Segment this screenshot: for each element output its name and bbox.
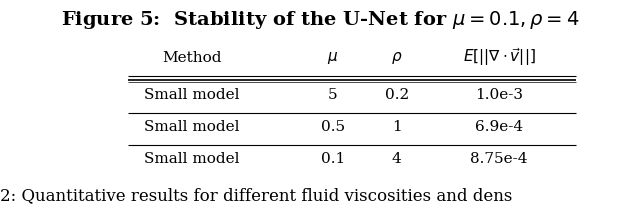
Text: 4: 4 bbox=[392, 152, 402, 166]
Text: 8.75e-4: 8.75e-4 bbox=[470, 152, 528, 166]
Text: 0.5: 0.5 bbox=[321, 120, 345, 134]
Text: 0.2: 0.2 bbox=[385, 88, 409, 102]
Text: 2: Quantitative results for different fluid viscosities and dens: 2: Quantitative results for different fl… bbox=[0, 187, 513, 204]
Text: Method: Method bbox=[163, 50, 221, 65]
Text: 5: 5 bbox=[328, 88, 338, 102]
Text: $E[||\nabla \cdot \vec{v}||]$: $E[||\nabla \cdot \vec{v}||]$ bbox=[463, 46, 536, 69]
Text: $\mu$: $\mu$ bbox=[327, 49, 339, 66]
Text: 1.0e-3: 1.0e-3 bbox=[476, 88, 524, 102]
Text: Small model: Small model bbox=[144, 120, 240, 134]
Text: Small model: Small model bbox=[144, 152, 240, 166]
Text: 0.1: 0.1 bbox=[321, 152, 345, 166]
Text: 6.9e-4: 6.9e-4 bbox=[475, 120, 524, 134]
Text: Small model: Small model bbox=[144, 88, 240, 102]
Text: 1: 1 bbox=[392, 120, 402, 134]
Text: Figure 5:  Stability of the U-Net for $\mu = 0.1, \rho = 4$: Figure 5: Stability of the U-Net for $\m… bbox=[61, 9, 579, 30]
Text: $\rho$: $\rho$ bbox=[391, 49, 403, 66]
